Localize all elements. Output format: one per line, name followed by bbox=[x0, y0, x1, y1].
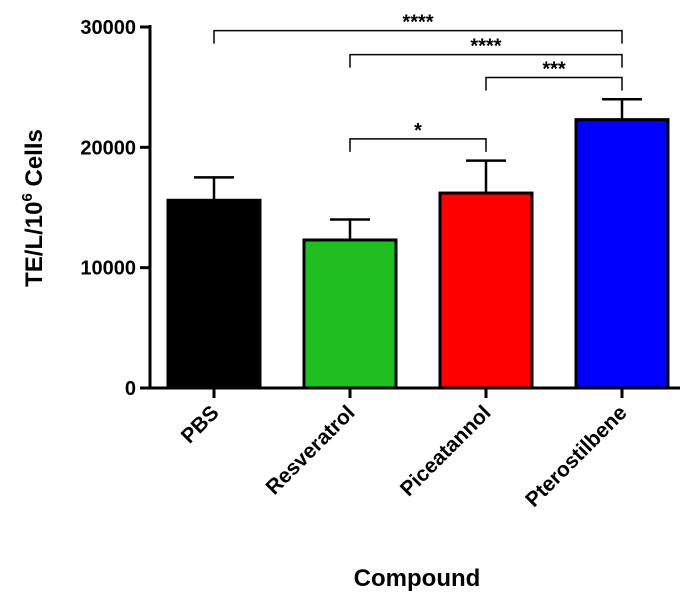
chart-marks: 0 10000 20000 30000 PBS Resveratrol Piceatanno… bbox=[80, 12, 680, 512]
significance-bracket bbox=[213, 29, 623, 44]
bar bbox=[574, 118, 670, 390]
bar bbox=[302, 238, 398, 390]
x-axis-title: Compound bbox=[354, 565, 481, 592]
y-axis-title: TE/L/106 Cells bbox=[19, 129, 48, 287]
significance-label: *** bbox=[542, 59, 566, 81]
y-axis-title-tail: Cells bbox=[21, 129, 48, 193]
significance-bracket bbox=[349, 138, 487, 152]
significance-label: **** bbox=[402, 12, 433, 34]
x-tick-label: Pterostilbene bbox=[521, 401, 631, 511]
significance-bracket bbox=[349, 53, 623, 68]
significance-label: * bbox=[414, 120, 422, 142]
x-tick-label: Resveratrol bbox=[262, 401, 360, 499]
y-axis-title-main: TE/L/10 bbox=[21, 202, 48, 287]
y-tick-label: 30000 bbox=[80, 17, 136, 39]
x-tick-label: PBS bbox=[177, 401, 224, 448]
x-tick-label: Piceatannol bbox=[396, 401, 496, 501]
y-axis-title-exponent: 6 bbox=[19, 193, 36, 201]
bar bbox=[166, 198, 262, 390]
y-tick-label: 10000 bbox=[80, 258, 136, 280]
significance-label: **** bbox=[470, 36, 501, 58]
bar bbox=[438, 191, 534, 390]
y-tick-label: 0 bbox=[125, 378, 136, 400]
y-tick-label: 20000 bbox=[80, 137, 136, 159]
significance-bracket bbox=[485, 76, 623, 91]
